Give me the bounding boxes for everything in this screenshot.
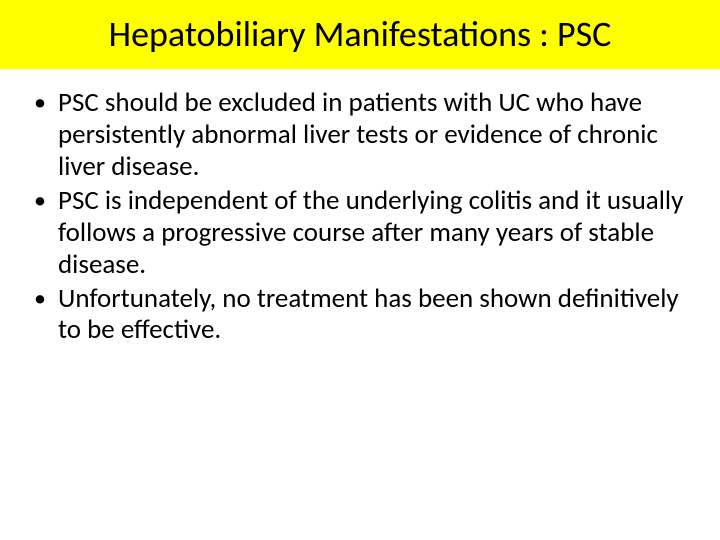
slide: Hepatobiliary Manifestations : PSC PSC s…	[0, 0, 720, 540]
list-item: PSC should be excluded in patients with …	[30, 87, 702, 183]
list-item: PSC is independent of the underlying col…	[30, 185, 702, 281]
slide-title: Hepatobiliary Manifestations : PSC	[0, 0, 720, 69]
bullet-list: PSC should be excluded in patients with …	[30, 87, 702, 346]
list-item: Unfortunately, no treatment has been sho…	[30, 283, 702, 347]
slide-body: PSC should be excluded in patients with …	[0, 69, 720, 346]
